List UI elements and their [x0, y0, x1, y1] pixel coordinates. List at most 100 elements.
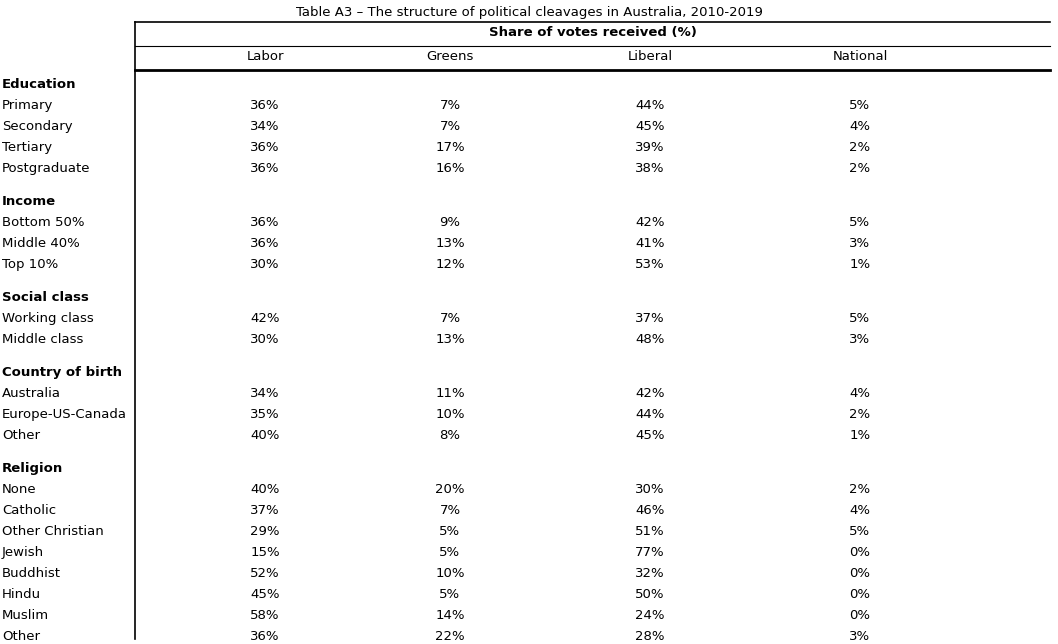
- Text: 37%: 37%: [635, 312, 664, 325]
- Text: Primary: Primary: [2, 99, 53, 112]
- Text: 5%: 5%: [850, 312, 871, 325]
- Text: 3%: 3%: [850, 333, 871, 346]
- Text: Jewish: Jewish: [2, 546, 44, 559]
- Text: 37%: 37%: [250, 504, 279, 517]
- Text: 48%: 48%: [635, 333, 664, 346]
- Text: 2%: 2%: [850, 141, 871, 154]
- Text: 7%: 7%: [439, 504, 460, 517]
- Text: 36%: 36%: [251, 99, 279, 112]
- Text: 36%: 36%: [251, 216, 279, 229]
- Text: 13%: 13%: [435, 237, 464, 250]
- Text: Postgraduate: Postgraduate: [2, 162, 91, 175]
- Text: Working class: Working class: [2, 312, 94, 325]
- Text: 15%: 15%: [250, 546, 279, 559]
- Text: Other: Other: [2, 630, 40, 643]
- Text: 3%: 3%: [850, 237, 871, 250]
- Text: 7%: 7%: [439, 312, 460, 325]
- Text: 24%: 24%: [635, 609, 664, 622]
- Text: Religion: Religion: [2, 462, 63, 475]
- Text: 17%: 17%: [435, 141, 464, 154]
- Text: Middle 40%: Middle 40%: [2, 237, 79, 250]
- Text: Other: Other: [2, 429, 40, 442]
- Text: Middle class: Middle class: [2, 333, 84, 346]
- Text: 4%: 4%: [850, 120, 871, 133]
- Text: Tertiary: Tertiary: [2, 141, 52, 154]
- Text: 22%: 22%: [435, 630, 464, 643]
- Text: 9%: 9%: [439, 216, 460, 229]
- Text: 45%: 45%: [635, 429, 664, 442]
- Text: 10%: 10%: [435, 408, 464, 421]
- Text: Secondary: Secondary: [2, 120, 73, 133]
- Text: 10%: 10%: [435, 567, 464, 580]
- Text: 36%: 36%: [251, 162, 279, 175]
- Text: Greens: Greens: [426, 50, 474, 63]
- Text: 8%: 8%: [439, 429, 460, 442]
- Text: Top 10%: Top 10%: [2, 258, 58, 271]
- Text: 29%: 29%: [251, 525, 279, 538]
- Text: 30%: 30%: [251, 258, 279, 271]
- Text: 39%: 39%: [635, 141, 664, 154]
- Text: 42%: 42%: [251, 312, 279, 325]
- Text: 35%: 35%: [250, 408, 279, 421]
- Text: 7%: 7%: [439, 120, 460, 133]
- Text: 4%: 4%: [850, 504, 871, 517]
- Text: 44%: 44%: [635, 99, 664, 112]
- Text: Bottom 50%: Bottom 50%: [2, 216, 85, 229]
- Text: Income: Income: [2, 195, 56, 208]
- Text: Europe-US-Canada: Europe-US-Canada: [2, 408, 127, 421]
- Text: 0%: 0%: [850, 567, 871, 580]
- Text: 36%: 36%: [251, 141, 279, 154]
- Text: Share of votes received (%): Share of votes received (%): [489, 26, 696, 39]
- Text: 50%: 50%: [635, 588, 664, 601]
- Text: 2%: 2%: [850, 408, 871, 421]
- Text: 0%: 0%: [850, 588, 871, 601]
- Text: 51%: 51%: [635, 525, 664, 538]
- Text: 16%: 16%: [435, 162, 464, 175]
- Text: Australia: Australia: [2, 387, 61, 400]
- Text: 28%: 28%: [635, 630, 664, 643]
- Text: Table A3 – The structure of political cleavages in Australia, 2010-2019: Table A3 – The structure of political cl…: [295, 6, 763, 19]
- Text: 38%: 38%: [635, 162, 664, 175]
- Text: 77%: 77%: [635, 546, 664, 559]
- Text: Labor: Labor: [247, 50, 284, 63]
- Text: 40%: 40%: [251, 429, 279, 442]
- Text: 5%: 5%: [439, 588, 460, 601]
- Text: 3%: 3%: [850, 630, 871, 643]
- Text: 11%: 11%: [435, 387, 464, 400]
- Text: 5%: 5%: [850, 99, 871, 112]
- Text: Education: Education: [2, 78, 76, 91]
- Text: 58%: 58%: [251, 609, 279, 622]
- Text: 4%: 4%: [850, 387, 871, 400]
- Text: Hindu: Hindu: [2, 588, 41, 601]
- Text: 12%: 12%: [435, 258, 464, 271]
- Text: 30%: 30%: [251, 333, 279, 346]
- Text: 5%: 5%: [850, 216, 871, 229]
- Text: 2%: 2%: [850, 162, 871, 175]
- Text: 45%: 45%: [635, 120, 664, 133]
- Text: 13%: 13%: [435, 333, 464, 346]
- Text: Buddhist: Buddhist: [2, 567, 61, 580]
- Text: 5%: 5%: [850, 525, 871, 538]
- Text: 44%: 44%: [635, 408, 664, 421]
- Text: 42%: 42%: [635, 387, 664, 400]
- Text: 5%: 5%: [439, 546, 460, 559]
- Text: 40%: 40%: [251, 483, 279, 496]
- Text: 0%: 0%: [850, 609, 871, 622]
- Text: 45%: 45%: [251, 588, 279, 601]
- Text: None: None: [2, 483, 37, 496]
- Text: Liberal: Liberal: [627, 50, 673, 63]
- Text: Muslim: Muslim: [2, 609, 49, 622]
- Text: 46%: 46%: [635, 504, 664, 517]
- Text: 0%: 0%: [850, 546, 871, 559]
- Text: 20%: 20%: [435, 483, 464, 496]
- Text: Catholic: Catholic: [2, 504, 56, 517]
- Text: Other Christian: Other Christian: [2, 525, 104, 538]
- Text: National: National: [833, 50, 888, 63]
- Text: 36%: 36%: [251, 630, 279, 643]
- Text: Country of birth: Country of birth: [2, 366, 122, 379]
- Text: 32%: 32%: [635, 567, 664, 580]
- Text: 34%: 34%: [251, 120, 279, 133]
- Text: 34%: 34%: [251, 387, 279, 400]
- Text: 1%: 1%: [850, 429, 871, 442]
- Text: 41%: 41%: [635, 237, 664, 250]
